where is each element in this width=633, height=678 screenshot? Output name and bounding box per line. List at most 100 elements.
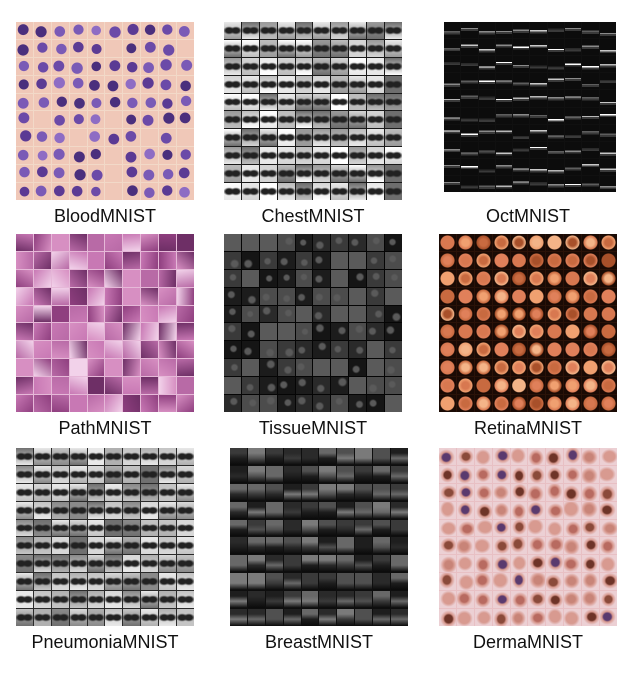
retina-sample-tile xyxy=(492,305,510,323)
derma-sample-tile xyxy=(510,573,528,591)
blood-sample-tile xyxy=(51,183,69,200)
path-sample-tile xyxy=(141,323,159,341)
oct-sample-tile xyxy=(478,158,495,175)
xray-sample-tile xyxy=(69,519,87,537)
oct-sample-tile xyxy=(495,39,513,56)
xray-sample-tile xyxy=(16,537,33,555)
xray-sample-tile xyxy=(224,22,241,39)
blood-sample-tile xyxy=(69,147,87,165)
breast-sample-tile xyxy=(373,609,391,626)
tissue-sample-tile xyxy=(385,305,402,323)
xray-sample-tile xyxy=(177,591,194,609)
breast-sample-tile xyxy=(337,555,355,573)
xray-sample-tile xyxy=(259,111,277,129)
oct-sample-tile xyxy=(582,107,599,124)
xray-sample-tile xyxy=(241,183,259,200)
oct-sample-tile xyxy=(530,73,547,90)
derma-sample-tile xyxy=(510,609,528,626)
retina-sample-tile xyxy=(474,377,492,395)
tissue-sample-tile xyxy=(385,323,402,341)
panel-breastmnist: BreastMNIST xyxy=(226,448,416,658)
derma-sample-tile xyxy=(456,465,474,483)
derma-sample-tile xyxy=(439,448,456,465)
oct-sample-tile xyxy=(478,56,495,73)
breast-sample-tile xyxy=(301,537,319,555)
retina-sample-tile xyxy=(510,234,528,251)
xray-sample-tile xyxy=(241,111,259,129)
breast-sample-tile xyxy=(230,609,247,626)
retina-sample-tile xyxy=(456,323,474,341)
breast-sample-tile xyxy=(230,555,247,573)
xray-sample-tile xyxy=(349,183,367,200)
blood-sample-tile xyxy=(141,93,159,111)
blood-sample-tile xyxy=(177,93,194,111)
oct-sample-tile xyxy=(547,175,565,192)
tissue-sample-tile xyxy=(295,234,313,251)
tissue-sample-tile xyxy=(277,269,295,287)
oct-sample-tile xyxy=(599,90,616,107)
tissue-sample-tile xyxy=(331,287,349,305)
breast-sample-tile xyxy=(247,465,265,483)
derma-sample-tile xyxy=(439,591,456,609)
oct-sample-tile xyxy=(513,158,530,175)
path-sample-tile xyxy=(105,323,123,341)
xray-sample-tile xyxy=(51,501,69,519)
oct-sample-tile xyxy=(547,141,565,158)
retina-sample-tile xyxy=(546,323,564,341)
tissue-sample-tile xyxy=(331,377,349,395)
retina-sample-tile xyxy=(564,269,582,287)
derma-sample-tile xyxy=(528,555,546,573)
oct-sample-tile xyxy=(478,73,495,90)
path-sample-tile xyxy=(177,234,194,251)
path-sample-tile xyxy=(87,269,105,287)
oct-sample-tile xyxy=(582,73,599,90)
retina-sample-tile xyxy=(474,305,492,323)
derma-sample-tile xyxy=(546,465,564,483)
path-sample-tile xyxy=(69,395,87,412)
retina-sample-tile xyxy=(582,341,600,359)
blood-sample-tile xyxy=(16,183,33,200)
retina-sample-tile xyxy=(456,251,474,269)
retina-sample-tile xyxy=(492,359,510,377)
breast-sample-tile xyxy=(230,483,247,501)
path-sample-tile xyxy=(51,341,69,359)
xray-sample-tile xyxy=(159,537,177,555)
path-sample-tile xyxy=(159,323,177,341)
tissue-sample-tile xyxy=(241,269,259,287)
xray-sample-tile xyxy=(141,573,159,591)
path-sample-tile xyxy=(69,305,87,323)
blood-sample-tile xyxy=(33,22,51,39)
oct-sample-tile xyxy=(495,124,513,141)
breast-sample-tile xyxy=(373,537,391,555)
path-sample-tile xyxy=(159,341,177,359)
xray-sample-tile xyxy=(141,501,159,519)
tissue-sample-tile xyxy=(331,395,349,412)
retina-sample-tile xyxy=(439,359,456,377)
pneumoniamnist-caption: PneumoniaMNIST xyxy=(31,632,179,652)
xray-sample-tile xyxy=(313,22,331,39)
path-sample-tile xyxy=(123,269,141,287)
xray-sample-tile xyxy=(241,22,259,39)
tissue-sample-tile xyxy=(295,377,313,395)
tissue-sample-tile xyxy=(367,341,385,359)
derma-sample-tile xyxy=(600,573,617,591)
path-sample-tile xyxy=(51,323,69,341)
breast-sample-tile xyxy=(355,591,373,609)
derma-sample-tile xyxy=(564,448,582,465)
xray-sample-tile xyxy=(51,465,69,483)
blood-sample-tile xyxy=(51,93,69,111)
blood-sample-tile xyxy=(33,129,51,147)
retina-sample-tile xyxy=(582,234,600,251)
tissue-sample-tile xyxy=(241,323,259,341)
xray-sample-tile xyxy=(123,609,141,626)
retina-sample-tile xyxy=(600,377,617,395)
retina-sample-tile xyxy=(510,305,528,323)
xray-sample-tile xyxy=(385,93,402,111)
xray-sample-tile xyxy=(259,147,277,165)
blood-sample-tile xyxy=(105,111,123,129)
tissue-sample-tile xyxy=(349,287,367,305)
breast-sample-tile xyxy=(319,465,337,483)
retina-sample-tile xyxy=(474,341,492,359)
xray-sample-tile xyxy=(33,501,51,519)
breast-sample-tile xyxy=(247,483,265,501)
